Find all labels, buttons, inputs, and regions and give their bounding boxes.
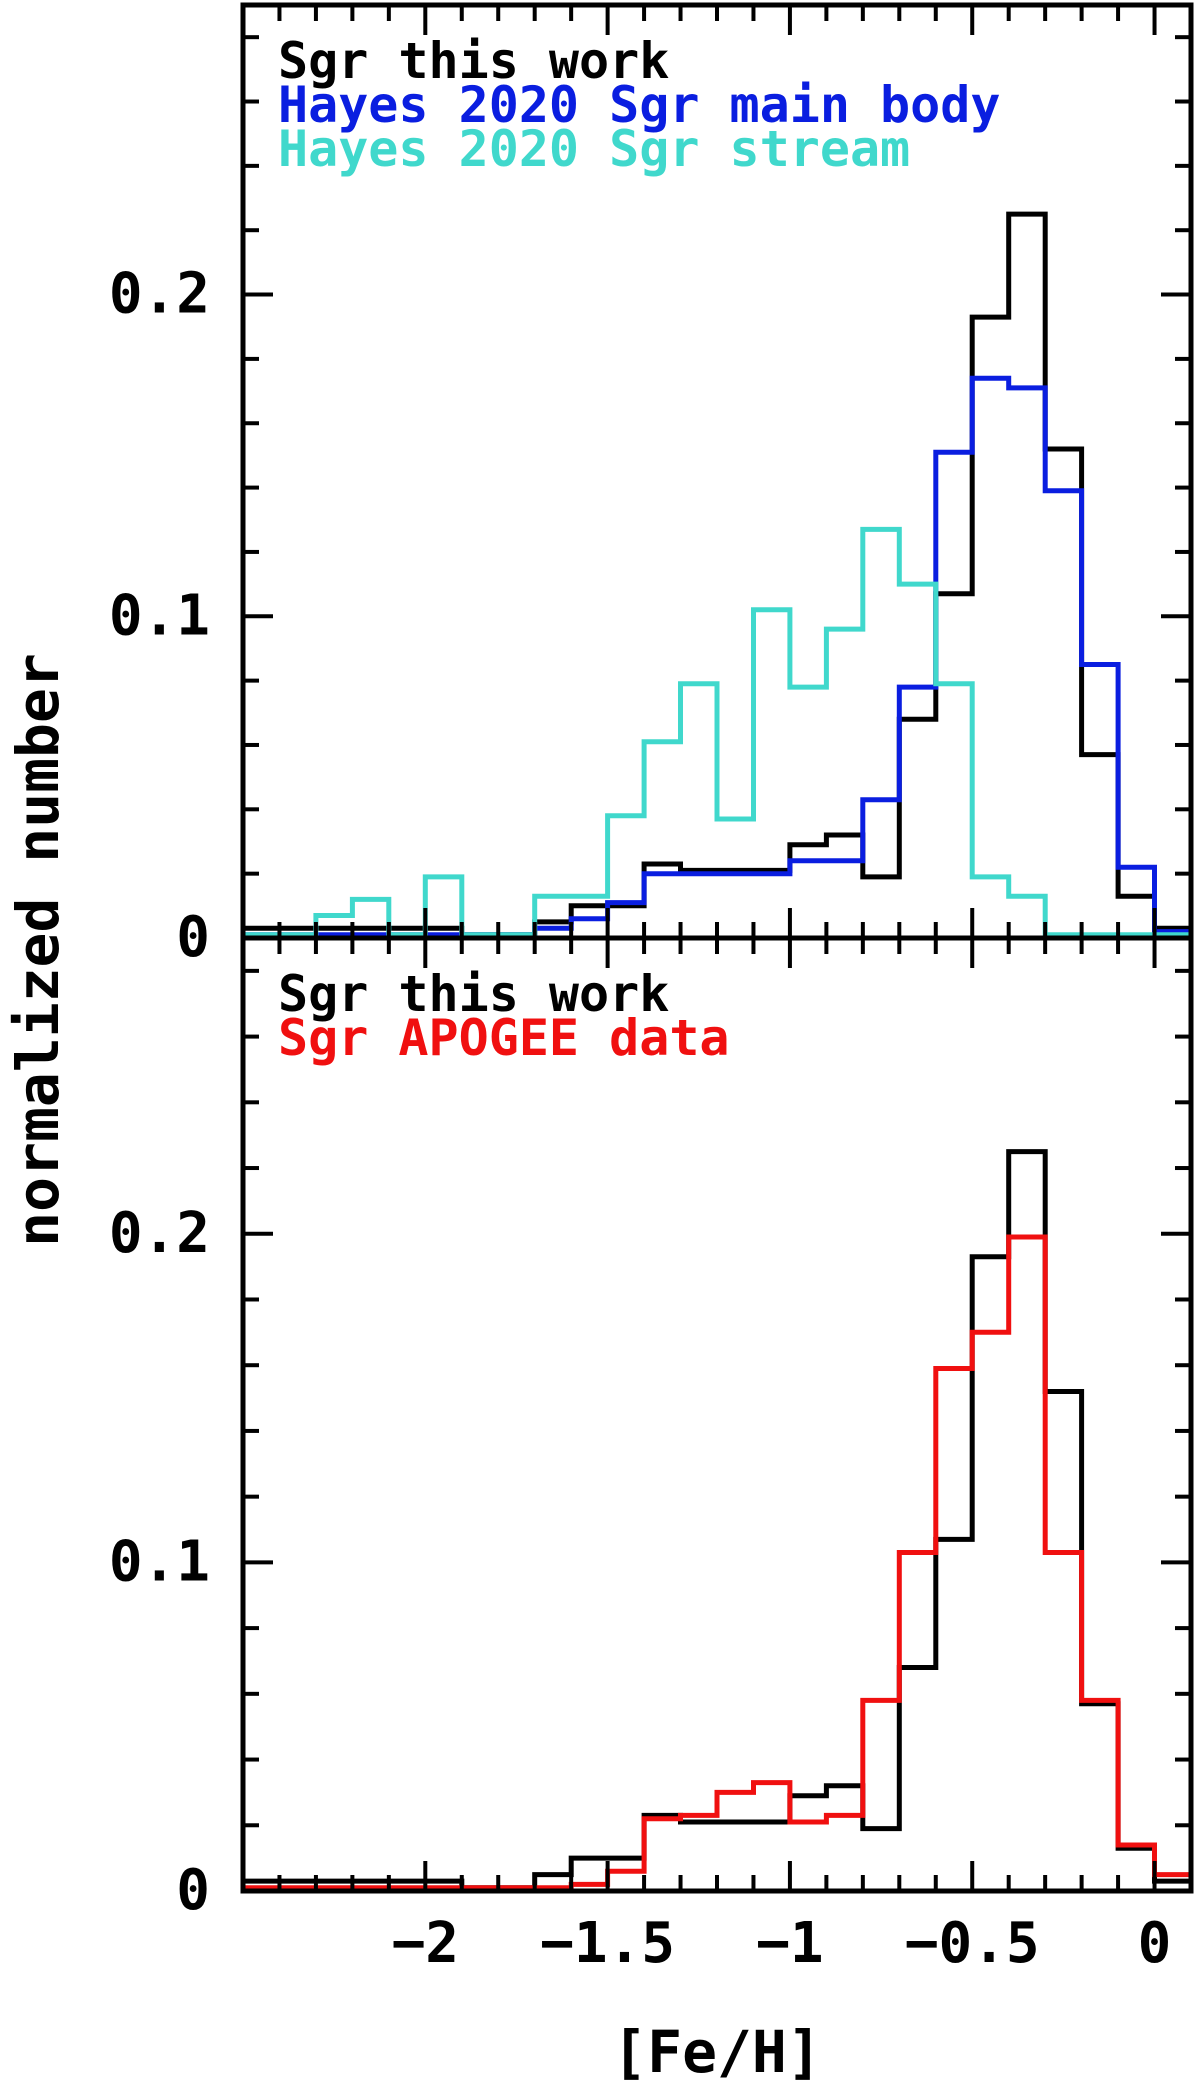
bottom-y-tick-labels: 0 0.1 0.2 xyxy=(109,1201,210,1923)
y-tick-label: 0 xyxy=(176,1858,210,1923)
y-tick-label: 0.2 xyxy=(109,1201,210,1266)
legend-entry: Hayes 2020 Sgr stream xyxy=(278,120,910,178)
x-tick-label: −2 xyxy=(392,1911,459,1976)
y-tick-label: 0.1 xyxy=(109,1529,210,1594)
legend-entry: Sgr this work xyxy=(278,965,669,1023)
y-tick-label: 0.1 xyxy=(109,583,210,648)
series-top-1 xyxy=(243,375,1191,938)
legend-entry: Sgr this work xyxy=(278,32,669,90)
bottom-tick-marks xyxy=(241,938,1193,1893)
legend-entry: Sgr APOGEE data xyxy=(278,1009,730,1067)
y-tick-label: 0 xyxy=(176,905,210,970)
x-tick-label: −1 xyxy=(756,1911,823,1976)
top-tick-marks xyxy=(241,5,1193,940)
x-tick-label: −0.5 xyxy=(905,1911,1040,1976)
x-axis-label: [Fe/H] xyxy=(612,2018,822,2086)
x-tick-labels: −2 −1.5 −1 −0.5 0 xyxy=(392,1911,1172,1976)
series-top-0 xyxy=(243,211,1191,938)
series-top-2 xyxy=(243,526,1191,938)
top-series-group xyxy=(243,211,1191,938)
y-axis-label: normalized number xyxy=(4,653,72,1247)
y-tick-label: 0.2 xyxy=(109,262,210,327)
legend-entry: Hayes 2020 Sgr main body xyxy=(278,76,1000,134)
x-tick-label: −1.5 xyxy=(540,1911,675,1976)
plot-frame xyxy=(240,2,1194,1894)
top-y-tick-labels: 0 0.1 0.2 xyxy=(109,262,210,970)
x-tick-label: 0 xyxy=(1138,1911,1172,1976)
series-bot-1 xyxy=(243,1234,1191,1891)
bottom-series-group xyxy=(243,1149,1191,1891)
series-bot-0 xyxy=(243,1149,1191,1891)
